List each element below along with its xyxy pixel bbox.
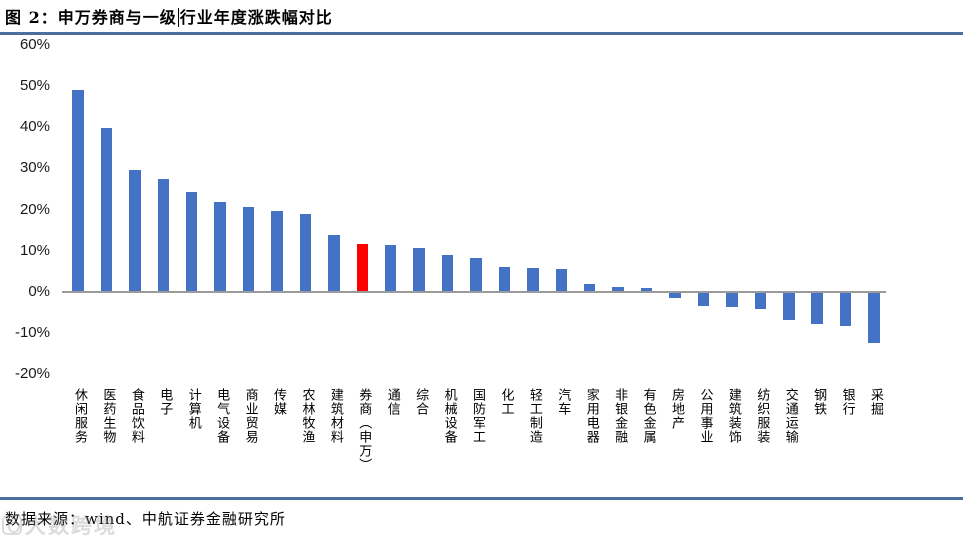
x-axis-label-钢铁: 钢铁 [811, 388, 827, 416]
x-axis-label-机械设备: 机械设备 [441, 388, 457, 444]
y-axis-tick-label: 60% [19, 35, 50, 53]
bar-交通运输 [783, 293, 795, 320]
bar-食品饮料 [129, 169, 141, 291]
bar-券商（申万） [356, 243, 369, 291]
bar-家用电器 [583, 284, 596, 291]
bar-医药生物 [100, 127, 113, 291]
bar-采掘 [868, 293, 880, 344]
bar-通信 [384, 245, 397, 291]
bar-综合 [413, 247, 425, 291]
bar-休闲服务 [72, 90, 84, 291]
x-axis-label-汽车: 汽车 [555, 388, 571, 416]
x-axis-label-券商（申万）: 券商（申万） [356, 388, 372, 472]
x-axis-label-家用电器: 家用电器 [583, 388, 599, 444]
chart-title-part1: 图 2：申万券商与一级 [5, 8, 177, 27]
x-axis-label-建筑材料: 建筑材料 [327, 388, 343, 444]
data-source-note: 数据来源：wind、中航证券金融研究所 [5, 510, 286, 528]
x-axis-label-轻工制造: 轻工制造 [526, 388, 542, 444]
x-axis-label-通信: 通信 [384, 388, 400, 416]
x-axis-label-纺织服装: 纺织服装 [754, 388, 770, 444]
bar-汽车 [555, 268, 568, 291]
x-axis-label-化工: 化工 [498, 388, 514, 416]
bar-非银金融 [612, 286, 624, 291]
bar-国防军工 [470, 257, 482, 291]
bar-化工 [498, 266, 511, 291]
x-axis-label-计算机: 计算机 [185, 388, 201, 430]
x-axis-label-医药生物: 医药生物 [100, 388, 116, 444]
bar-商业贸易 [242, 206, 255, 291]
x-axis-label-采掘: 采掘 [868, 388, 884, 416]
x-axis-label-农林牧渔: 农林牧渔 [299, 388, 315, 444]
x-axis-label-电气设备: 电气设备 [214, 388, 230, 444]
x-axis-label-有色金属: 有色金属 [640, 388, 656, 444]
x-axis-label-国防军工: 国防军工 [470, 388, 486, 444]
bar-建筑装饰 [726, 293, 738, 307]
y-axis-tick-label: 40% [19, 118, 50, 136]
chart-title: 图 2：申万券商与一级 行业年度涨跌幅对比 [5, 4, 333, 28]
bar-计算机 [185, 192, 198, 291]
x-axis-label-商业贸易: 商业贸易 [242, 388, 258, 444]
x-axis-label-非银金融: 非银金融 [612, 388, 628, 444]
x-axis-label-公用事业: 公用事业 [697, 388, 713, 444]
x-axis-label-综合: 综合 [413, 388, 429, 416]
x-axis-label-建筑装饰: 建筑装饰 [725, 388, 741, 444]
bar-房地产 [669, 293, 681, 298]
chart-area: 60% 50% 40% 30% 20% 10% 0% -10% -20% 休闲服务 医药生物 食品饮料… [14, 35, 886, 472]
bar-农林牧渔 [299, 213, 312, 291]
y-axis-tick-label: 50% [19, 77, 50, 95]
x-axis-label-交通运输: 交通运输 [782, 388, 798, 444]
y-axis-tick-label: -10% [14, 324, 50, 342]
x-axis-label-传媒: 传媒 [271, 388, 286, 416]
y-axis-tick-label: 10% [19, 241, 50, 259]
x-axis-label-休闲服务: 休闲服务 [72, 388, 87, 444]
footer-divider-line [0, 497, 963, 500]
x-axis-label-食品饮料: 食品饮料 [128, 388, 144, 444]
y-axis-tick-label: 0% [28, 283, 50, 300]
x-axis-baseline [62, 291, 886, 293]
title-divider-line [0, 32, 963, 35]
bar-建筑材料 [328, 234, 340, 291]
y-axis-tick-label: -20% [14, 365, 50, 383]
bar-纺织服装 [754, 293, 767, 310]
bar-传媒 [271, 210, 283, 291]
bar-机械设备 [441, 254, 454, 291]
text-cursor [177, 8, 179, 27]
y-axis-tick-label: 30% [19, 159, 50, 177]
chart-title-part2: 行业年度涨跌幅对比 [179, 8, 333, 27]
y-axis-tick-label: 20% [19, 200, 50, 218]
bar-电气设备 [214, 202, 226, 291]
bar-轻工制造 [527, 267, 539, 291]
bar-银行 [839, 293, 852, 327]
bar-钢铁 [811, 293, 823, 324]
bar-公用事业 [697, 293, 710, 307]
bar-电子 [157, 178, 170, 291]
x-axis-label-电子: 电子 [157, 388, 173, 416]
x-axis-label-房地产: 房地产 [669, 388, 685, 430]
bar-有色金属 [640, 288, 653, 291]
x-axis-label-银行: 银行 [839, 388, 855, 416]
